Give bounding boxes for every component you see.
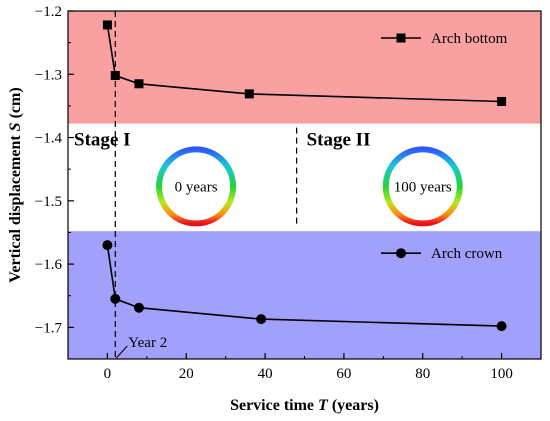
y-tick-label-4: −1.6 [35,257,63,273]
x-tick-label-4: 80 [415,366,430,382]
point-1-1 [110,293,121,304]
legends: Arch bottom Arch crown [381,31,508,262]
stage-labels: Stage I Stage II [74,130,370,151]
y-axis-title-pre: Vertical displacement [7,131,24,282]
series-0 [102,20,507,106]
point-1-4 [496,321,507,332]
annotation-arrow [115,345,128,359]
ring-1: 100 years [382,146,463,227]
ring-contours: 0 years 100 years [156,146,463,227]
y-tick-label-0: −1.2 [35,4,62,20]
point-1-2 [133,302,144,313]
y-axis-ticks: −1.2 −1.3 −1.4 −1.5 −1.6 −1.7 [35,4,74,360]
point-0-4 [497,96,507,106]
point-0-0 [102,20,112,30]
x-tick-label-3: 60 [336,366,351,382]
x-tick-label-0: 0 [104,366,112,382]
point-0-1 [110,71,120,81]
stage-label-1: Stage II [307,130,371,151]
ring-0: 0 years [156,146,237,227]
y-tick-label-1: −1.3 [35,67,62,83]
legend-label-1: Arch crown [431,246,503,262]
x-tick-label-1: 20 [179,366,194,382]
point-1-3 [256,314,267,325]
ring-label-1: 100 years [394,179,452,195]
x-axis-title-var: T [318,397,329,414]
point-0-2 [134,79,144,89]
point-0-3 [244,89,254,99]
x-axis-title-pre: Service time [230,397,318,414]
series-1 [102,240,507,332]
data-series [102,20,507,332]
ring-shape-0 [156,146,237,227]
x-tick-label-2: 40 [258,366,273,382]
y-tick-label-5: −1.7 [35,320,63,336]
band-1 [68,231,541,359]
x-axis-title-post: (years) [328,397,379,414]
ring-label-0: 0 years [175,179,218,195]
legend-0: Arch bottom [381,31,508,47]
y-axis-title-post: (cm) [7,87,24,122]
y-tick-label-2: −1.4 [35,131,63,147]
annotation-label: Year 2 [128,335,167,351]
y-axis-title: Vertical displacement S (cm) [7,87,24,282]
point-1-0 [102,240,113,251]
ring-shape-1 [382,146,463,227]
stage-label-0: Stage I [74,130,130,151]
shaded-bands [68,11,541,359]
x-axis-title: Service time T (years) [230,397,379,414]
x-axis-ticks: 0 20 40 60 80 100 [67,353,542,382]
legend-marker-1 [396,248,406,259]
x-tick-label-5: 100 [490,366,513,382]
legend-1: Arch crown [381,246,503,262]
legend-marker-0 [396,33,406,43]
band-0 [68,11,541,124]
y-tick-label-3: −1.5 [35,194,62,210]
y-axis-title-var: S [7,122,24,131]
legend-label-0: Arch bottom [431,31,508,47]
year-2-annotation: Year 2 [115,335,167,359]
